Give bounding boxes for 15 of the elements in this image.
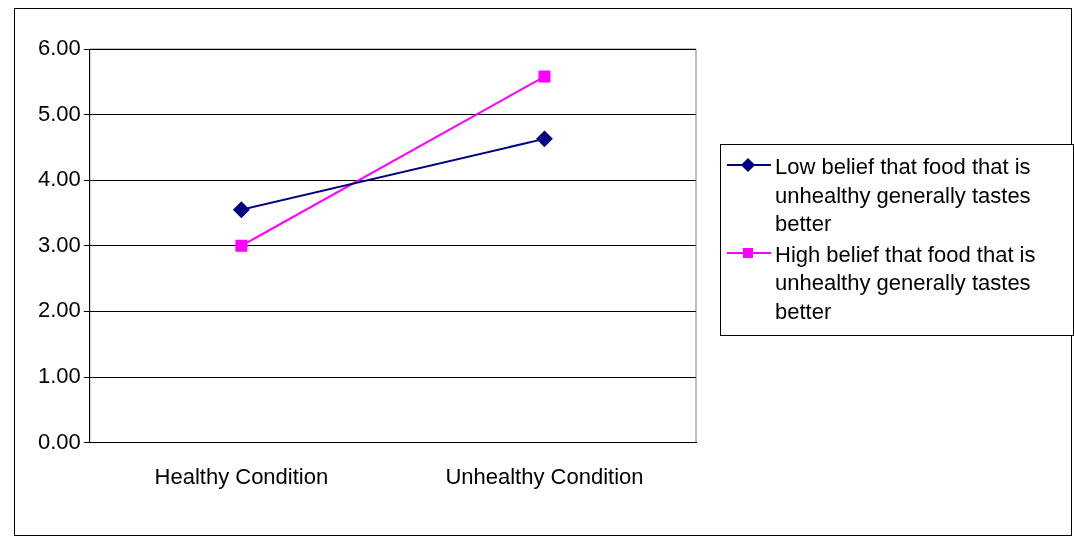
- point: [538, 70, 551, 83]
- point: [536, 130, 553, 147]
- y-tick-label: 5.00: [37, 100, 81, 126]
- y-tick-label: 6.00: [37, 35, 81, 61]
- y-tick-label: 2.00: [37, 297, 81, 323]
- y-tick-label: 3.00: [37, 231, 81, 257]
- x-tick-label: Unhealthy Condition: [445, 463, 644, 489]
- x-tick-label: Healthy Condition: [154, 463, 329, 489]
- legend-label: Low belief that food that is unhealthy generally tastes better: [775, 153, 1032, 239]
- y-tick-label: 0.00: [37, 428, 81, 454]
- point: [233, 201, 250, 218]
- y-tick-label: 1.00: [37, 363, 81, 389]
- y-tick-label: 4.00: [37, 166, 81, 192]
- point: [235, 239, 248, 252]
- legend-label: High belief that food that is unhealthy generally tastes better: [775, 240, 1037, 326]
